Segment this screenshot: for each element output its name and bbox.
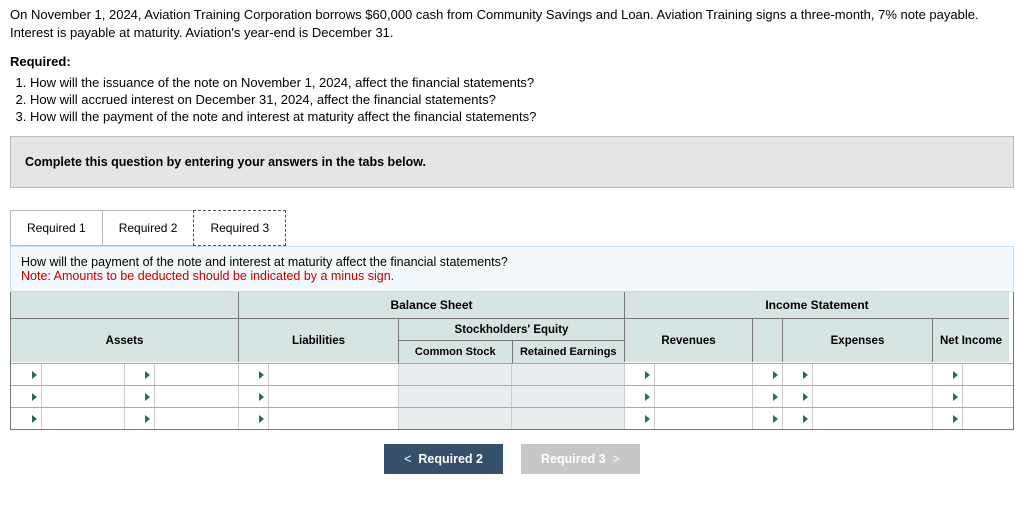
common-stock-header: Common Stock: [399, 341, 512, 363]
expenses-dropdown[interactable]: [782, 408, 812, 429]
required-label: Required:: [0, 46, 1024, 73]
question-note: Note: Amounts to be deducted should be i…: [21, 269, 1003, 283]
common-stock-cell: [398, 408, 511, 429]
spacer-header: [752, 318, 782, 362]
requirement-3: How will the payment of the note and int…: [30, 109, 1014, 124]
spacer-dropdown[interactable]: [752, 364, 782, 385]
liabilities-dropdown[interactable]: [238, 364, 268, 385]
retained-earnings-header: Retained Earnings: [512, 341, 625, 363]
revenues-header: Revenues: [624, 318, 752, 362]
income-statement-header: Income Statement: [624, 292, 1009, 318]
tab-required-1[interactable]: Required 1: [10, 210, 103, 246]
answer-sheet: Balance Sheet Income Statement Assets Li…: [10, 292, 1014, 430]
expenses-input[interactable]: [812, 386, 932, 407]
tab-required-2[interactable]: Required 2: [102, 210, 195, 246]
nav-row: < Required 2 Required 3 >: [0, 430, 1024, 488]
input-row-1: [11, 363, 1013, 385]
input-row-3: [11, 407, 1013, 429]
assets-account-input[interactable]: [41, 364, 124, 385]
requirement-1: How will the issuance of the note on Nov…: [30, 75, 1014, 90]
revenues-input[interactable]: [654, 386, 752, 407]
prev-label: Required 2: [418, 452, 483, 466]
revenues-input[interactable]: [654, 364, 752, 385]
common-stock-cell: [398, 386, 511, 407]
retained-earnings-cell: [511, 408, 624, 429]
input-row-2: [11, 385, 1013, 407]
tab-required-3[interactable]: Required 3: [193, 210, 286, 246]
assets-amount-input[interactable]: [154, 364, 238, 385]
revenues-dropdown[interactable]: [624, 408, 654, 429]
assets-amount-input[interactable]: [154, 386, 238, 407]
revenues-dropdown[interactable]: [624, 386, 654, 407]
netincome-input[interactable]: [962, 386, 1009, 407]
expenses-dropdown[interactable]: [782, 364, 812, 385]
expenses-input[interactable]: [812, 364, 932, 385]
liabilities-input[interactable]: [268, 386, 398, 407]
liabilities-dropdown[interactable]: [238, 386, 268, 407]
tabs-row: Required 1 Required 2 Required 3: [10, 210, 1014, 246]
spacer-dropdown[interactable]: [752, 408, 782, 429]
netincome-input[interactable]: [962, 364, 1009, 385]
assets-header: Assets: [11, 318, 238, 362]
next-button[interactable]: Required 3 >: [521, 444, 640, 474]
net-income-header: Net Income: [932, 318, 1009, 362]
netincome-dropdown[interactable]: [932, 408, 962, 429]
assets-account-dropdown[interactable]: [11, 386, 41, 407]
assets-amount-dropdown[interactable]: [124, 386, 154, 407]
stockholders-equity-header: Stockholders' Equity: [399, 319, 624, 341]
liabilities-dropdown[interactable]: [238, 408, 268, 429]
balance-sheet-header: Balance Sheet: [238, 292, 624, 318]
revenues-input[interactable]: [654, 408, 752, 429]
expenses-header: Expenses: [782, 318, 932, 362]
netincome-dropdown[interactable]: [932, 364, 962, 385]
assets-account-dropdown[interactable]: [11, 408, 41, 429]
chevron-right-icon: >: [606, 452, 620, 466]
retained-earnings-cell: [511, 386, 624, 407]
assets-account-dropdown[interactable]: [11, 364, 41, 385]
instruction-bar: Complete this question by entering your …: [10, 136, 1014, 188]
question-bar: How will the payment of the note and int…: [10, 246, 1014, 292]
netincome-input[interactable]: [962, 408, 1009, 429]
assets-amount-input[interactable]: [154, 408, 238, 429]
retained-earnings-cell: [511, 364, 624, 385]
next-label: Required 3: [541, 452, 606, 466]
assets-amount-dropdown[interactable]: [124, 364, 154, 385]
blank-header: [11, 292, 238, 318]
revenues-dropdown[interactable]: [624, 364, 654, 385]
liabilities-input[interactable]: [268, 408, 398, 429]
assets-account-input[interactable]: [41, 408, 124, 429]
liabilities-input[interactable]: [268, 364, 398, 385]
spacer-dropdown[interactable]: [752, 386, 782, 407]
prev-button[interactable]: < Required 2: [384, 444, 503, 474]
assets-amount-dropdown[interactable]: [124, 408, 154, 429]
liabilities-header: Liabilities: [238, 318, 398, 362]
chevron-left-icon: <: [404, 452, 418, 466]
expenses-input[interactable]: [812, 408, 932, 429]
common-stock-cell: [398, 364, 511, 385]
problem-intro: On November 1, 2024, Aviation Training C…: [0, 0, 1024, 46]
question-text: How will the payment of the note and int…: [21, 255, 1003, 269]
requirements-list: How will the issuance of the note on Nov…: [0, 75, 1024, 136]
requirement-2: How will accrued interest on December 31…: [30, 92, 1014, 107]
assets-account-input[interactable]: [41, 386, 124, 407]
netincome-dropdown[interactable]: [932, 386, 962, 407]
expenses-dropdown[interactable]: [782, 386, 812, 407]
